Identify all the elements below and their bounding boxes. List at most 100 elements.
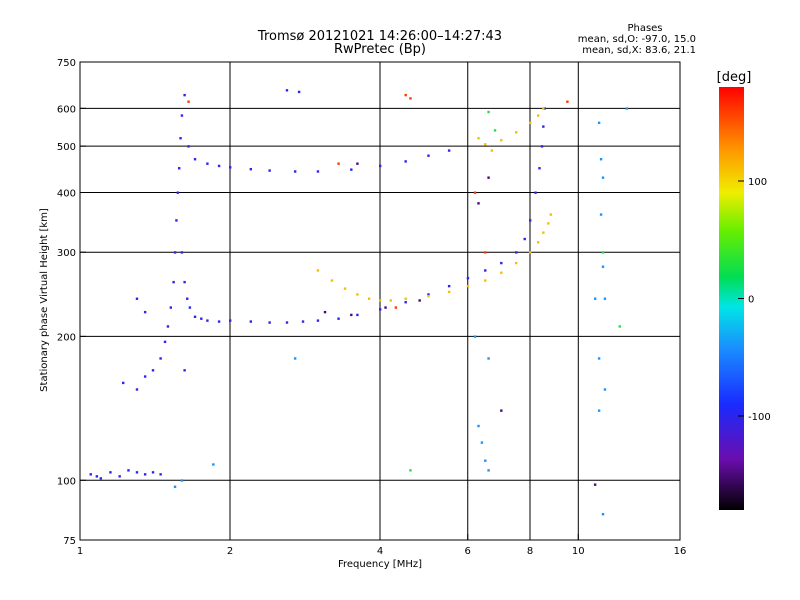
data-point (172, 280, 175, 284)
data-point (547, 222, 550, 225)
data-point (200, 317, 203, 320)
data-point (301, 320, 305, 323)
data-point (183, 93, 186, 97)
data-point (536, 114, 540, 117)
data-point (480, 441, 484, 444)
data-point (427, 293, 430, 296)
data-point (175, 219, 178, 222)
data-point (394, 306, 398, 309)
data-point (323, 310, 327, 314)
data-point (229, 319, 232, 322)
data-point (466, 284, 470, 288)
data-point (187, 145, 190, 148)
data-point (477, 137, 480, 140)
data-point (542, 231, 545, 234)
data-point (542, 107, 545, 110)
data-point (183, 280, 186, 284)
data-point (173, 485, 177, 489)
data-point (169, 306, 173, 309)
data-point (188, 306, 192, 309)
data-point (625, 107, 628, 110)
y-tick-label: 400 (57, 188, 76, 199)
data-point (384, 306, 387, 309)
x-tick-label: 4 (377, 546, 383, 557)
data-point (447, 290, 451, 294)
data-point (186, 297, 189, 300)
data-point (163, 340, 167, 344)
data-point (409, 97, 412, 100)
colorbar-tick-label: 0 (748, 295, 754, 306)
data-point (180, 479, 184, 482)
data-point (404, 297, 407, 300)
data-point (490, 149, 494, 152)
data-point (95, 475, 99, 478)
data-point (529, 121, 532, 125)
data-point (217, 164, 221, 168)
stats-line-o: mean, sd,O: -97.0, 15.0 (578, 34, 696, 45)
data-point (493, 129, 497, 132)
data-point (477, 202, 480, 205)
data-point (536, 241, 540, 244)
data-point (543, 107, 546, 110)
data-point (523, 237, 526, 241)
data-point (593, 297, 597, 300)
data-point (293, 170, 297, 173)
data-point (487, 110, 490, 114)
data-point (500, 139, 503, 142)
data-point (356, 293, 359, 296)
data-point (515, 251, 518, 254)
data-point (529, 219, 532, 222)
data-point (127, 469, 130, 472)
data-point (177, 167, 181, 170)
data-point (217, 320, 221, 323)
data-point (603, 388, 607, 391)
y-tick-label: 750 (57, 58, 76, 69)
data-point (143, 310, 147, 314)
data-point (597, 121, 601, 125)
data-point (484, 269, 487, 272)
data-point (350, 313, 353, 317)
data-point (500, 261, 503, 265)
data-point (118, 475, 121, 478)
data-points (89, 89, 628, 516)
data-point (549, 213, 553, 216)
grid-lines (80, 62, 680, 540)
data-point (487, 469, 490, 472)
data-point (337, 162, 340, 165)
x-tick-label: 10 (572, 546, 585, 557)
data-point (249, 320, 253, 323)
data-point (593, 483, 597, 486)
data-point (159, 357, 162, 360)
data-point (343, 287, 347, 290)
y-tick-label: 100 (57, 476, 76, 487)
data-point (143, 473, 147, 476)
data-point (599, 158, 603, 161)
data-point (597, 409, 601, 412)
stats-header: Phases (627, 23, 662, 34)
data-point (529, 251, 532, 254)
x-tick-label: 1 (77, 546, 83, 557)
data-point (293, 357, 297, 360)
data-point (404, 93, 407, 97)
colorbar-tick-label: -100 (748, 412, 771, 423)
data-point (447, 149, 451, 152)
data-point (179, 137, 182, 140)
data-point (89, 473, 92, 476)
data-point (418, 299, 421, 302)
data-point (534, 191, 537, 194)
data-point (473, 191, 477, 194)
data-point (566, 100, 569, 103)
data-point (601, 265, 605, 268)
data-point (176, 191, 180, 194)
data-point (601, 513, 605, 516)
data-point (487, 357, 490, 360)
data-point (404, 160, 407, 163)
data-point (447, 284, 451, 288)
stats-line-x: mean, sd,X: 83.6, 21.1 (582, 45, 696, 56)
data-point (500, 409, 503, 412)
chart-subtitle: RwPretec (Bp) (334, 42, 426, 57)
axis-ticks: 1 2 4 6 8 10 16 75 100 200 300 400 500 600 750 (57, 58, 686, 557)
data-point (599, 213, 603, 216)
data-point (515, 261, 518, 265)
